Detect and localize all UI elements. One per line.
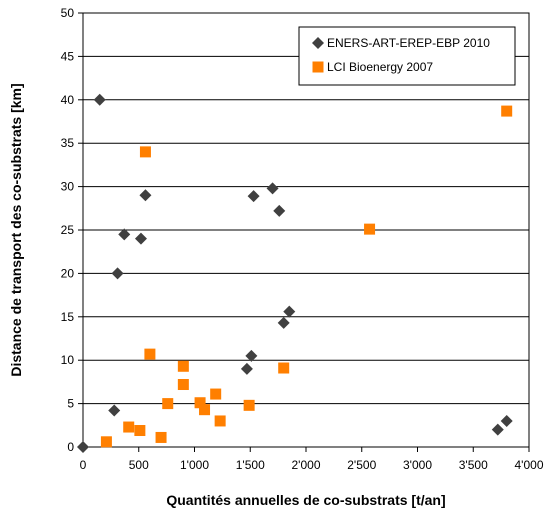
- data-point-square: [194, 397, 206, 409]
- data-point-square: [162, 398, 174, 410]
- data-point-square: [123, 421, 135, 433]
- legend-box: [298, 26, 516, 86]
- y-tick-label: 5: [67, 397, 74, 411]
- data-point-square: [278, 362, 290, 374]
- legend-entry-lci: LCI Bioenergy 2007: [312, 60, 433, 74]
- x-tick-label: 3'500: [459, 458, 488, 472]
- data-point-diamond: [266, 182, 279, 195]
- data-point-square: [243, 399, 255, 411]
- data-point-square: [210, 388, 222, 400]
- legend-marker-diamond: [312, 37, 324, 49]
- x-tick-label: 500: [129, 458, 149, 472]
- data-point-square: [214, 415, 226, 427]
- data-point-diamond: [77, 441, 89, 453]
- y-tick-label: 35: [61, 136, 75, 150]
- x-tick-label: 0: [80, 458, 87, 472]
- data-point-square: [364, 223, 376, 235]
- data-point-diamond: [240, 362, 253, 375]
- legend-marker-square: [312, 61, 324, 73]
- data-point-square: [177, 379, 189, 391]
- data-point-diamond: [118, 228, 131, 241]
- x-tick-label: 2'000: [292, 458, 321, 472]
- data-point-square: [139, 146, 151, 158]
- data-point-diamond: [139, 189, 152, 202]
- x-tick-label: 3'000: [403, 458, 432, 472]
- y-tick-label: 10: [61, 353, 75, 367]
- data-point-square: [501, 105, 513, 117]
- x-tick-label: 1'000: [180, 458, 209, 472]
- data-point-diamond: [93, 93, 106, 106]
- legend-label-lci: LCI Bioenergy 2007: [327, 60, 433, 74]
- legend-entry-eners: ENERS-ART-EREP-EBP 2010: [312, 36, 490, 50]
- data-point-diamond: [108, 404, 121, 417]
- x-tick-label: 1'500: [236, 458, 265, 472]
- y-tick-label: 30: [61, 180, 75, 194]
- y-axis-title: Distance de transport des co-substrats […: [8, 83, 24, 376]
- y-tick-label: 0: [67, 440, 74, 454]
- data-points: [77, 93, 513, 453]
- data-point-diamond: [491, 423, 504, 436]
- data-point-diamond: [111, 267, 124, 280]
- legend-label-eners: ENERS-ART-EREP-EBP 2010: [327, 36, 490, 50]
- legend: ENERS-ART-EREP-EBP 2010 LCI Bioenergy 20…: [298, 26, 516, 86]
- data-point-diamond: [277, 316, 290, 329]
- y-tick-label: 20: [61, 266, 75, 280]
- data-point-square: [177, 360, 189, 372]
- data-point-diamond: [283, 305, 296, 318]
- x-tick-label: 2'500: [347, 458, 376, 472]
- x-tick-label: 4'000: [515, 458, 544, 472]
- data-point-square: [100, 436, 112, 448]
- y-tick-label: 50: [61, 6, 75, 20]
- data-point-square: [134, 425, 146, 437]
- data-point-diamond: [134, 232, 147, 245]
- data-point-diamond: [273, 204, 286, 217]
- y-tick-label: 40: [61, 93, 75, 107]
- data-point-square: [155, 431, 167, 443]
- data-point-diamond: [245, 349, 258, 362]
- y-tick-label: 25: [61, 223, 75, 237]
- x-axis-title: Quantités annuelles de co-substrats [t/a…: [166, 492, 445, 508]
- data-point-square: [144, 348, 156, 360]
- data-point-diamond: [500, 414, 513, 427]
- data-point-diamond: [247, 190, 260, 203]
- data-point-square: [199, 404, 211, 416]
- y-tick-label: 15: [61, 310, 75, 324]
- y-tick-label: 45: [61, 49, 75, 63]
